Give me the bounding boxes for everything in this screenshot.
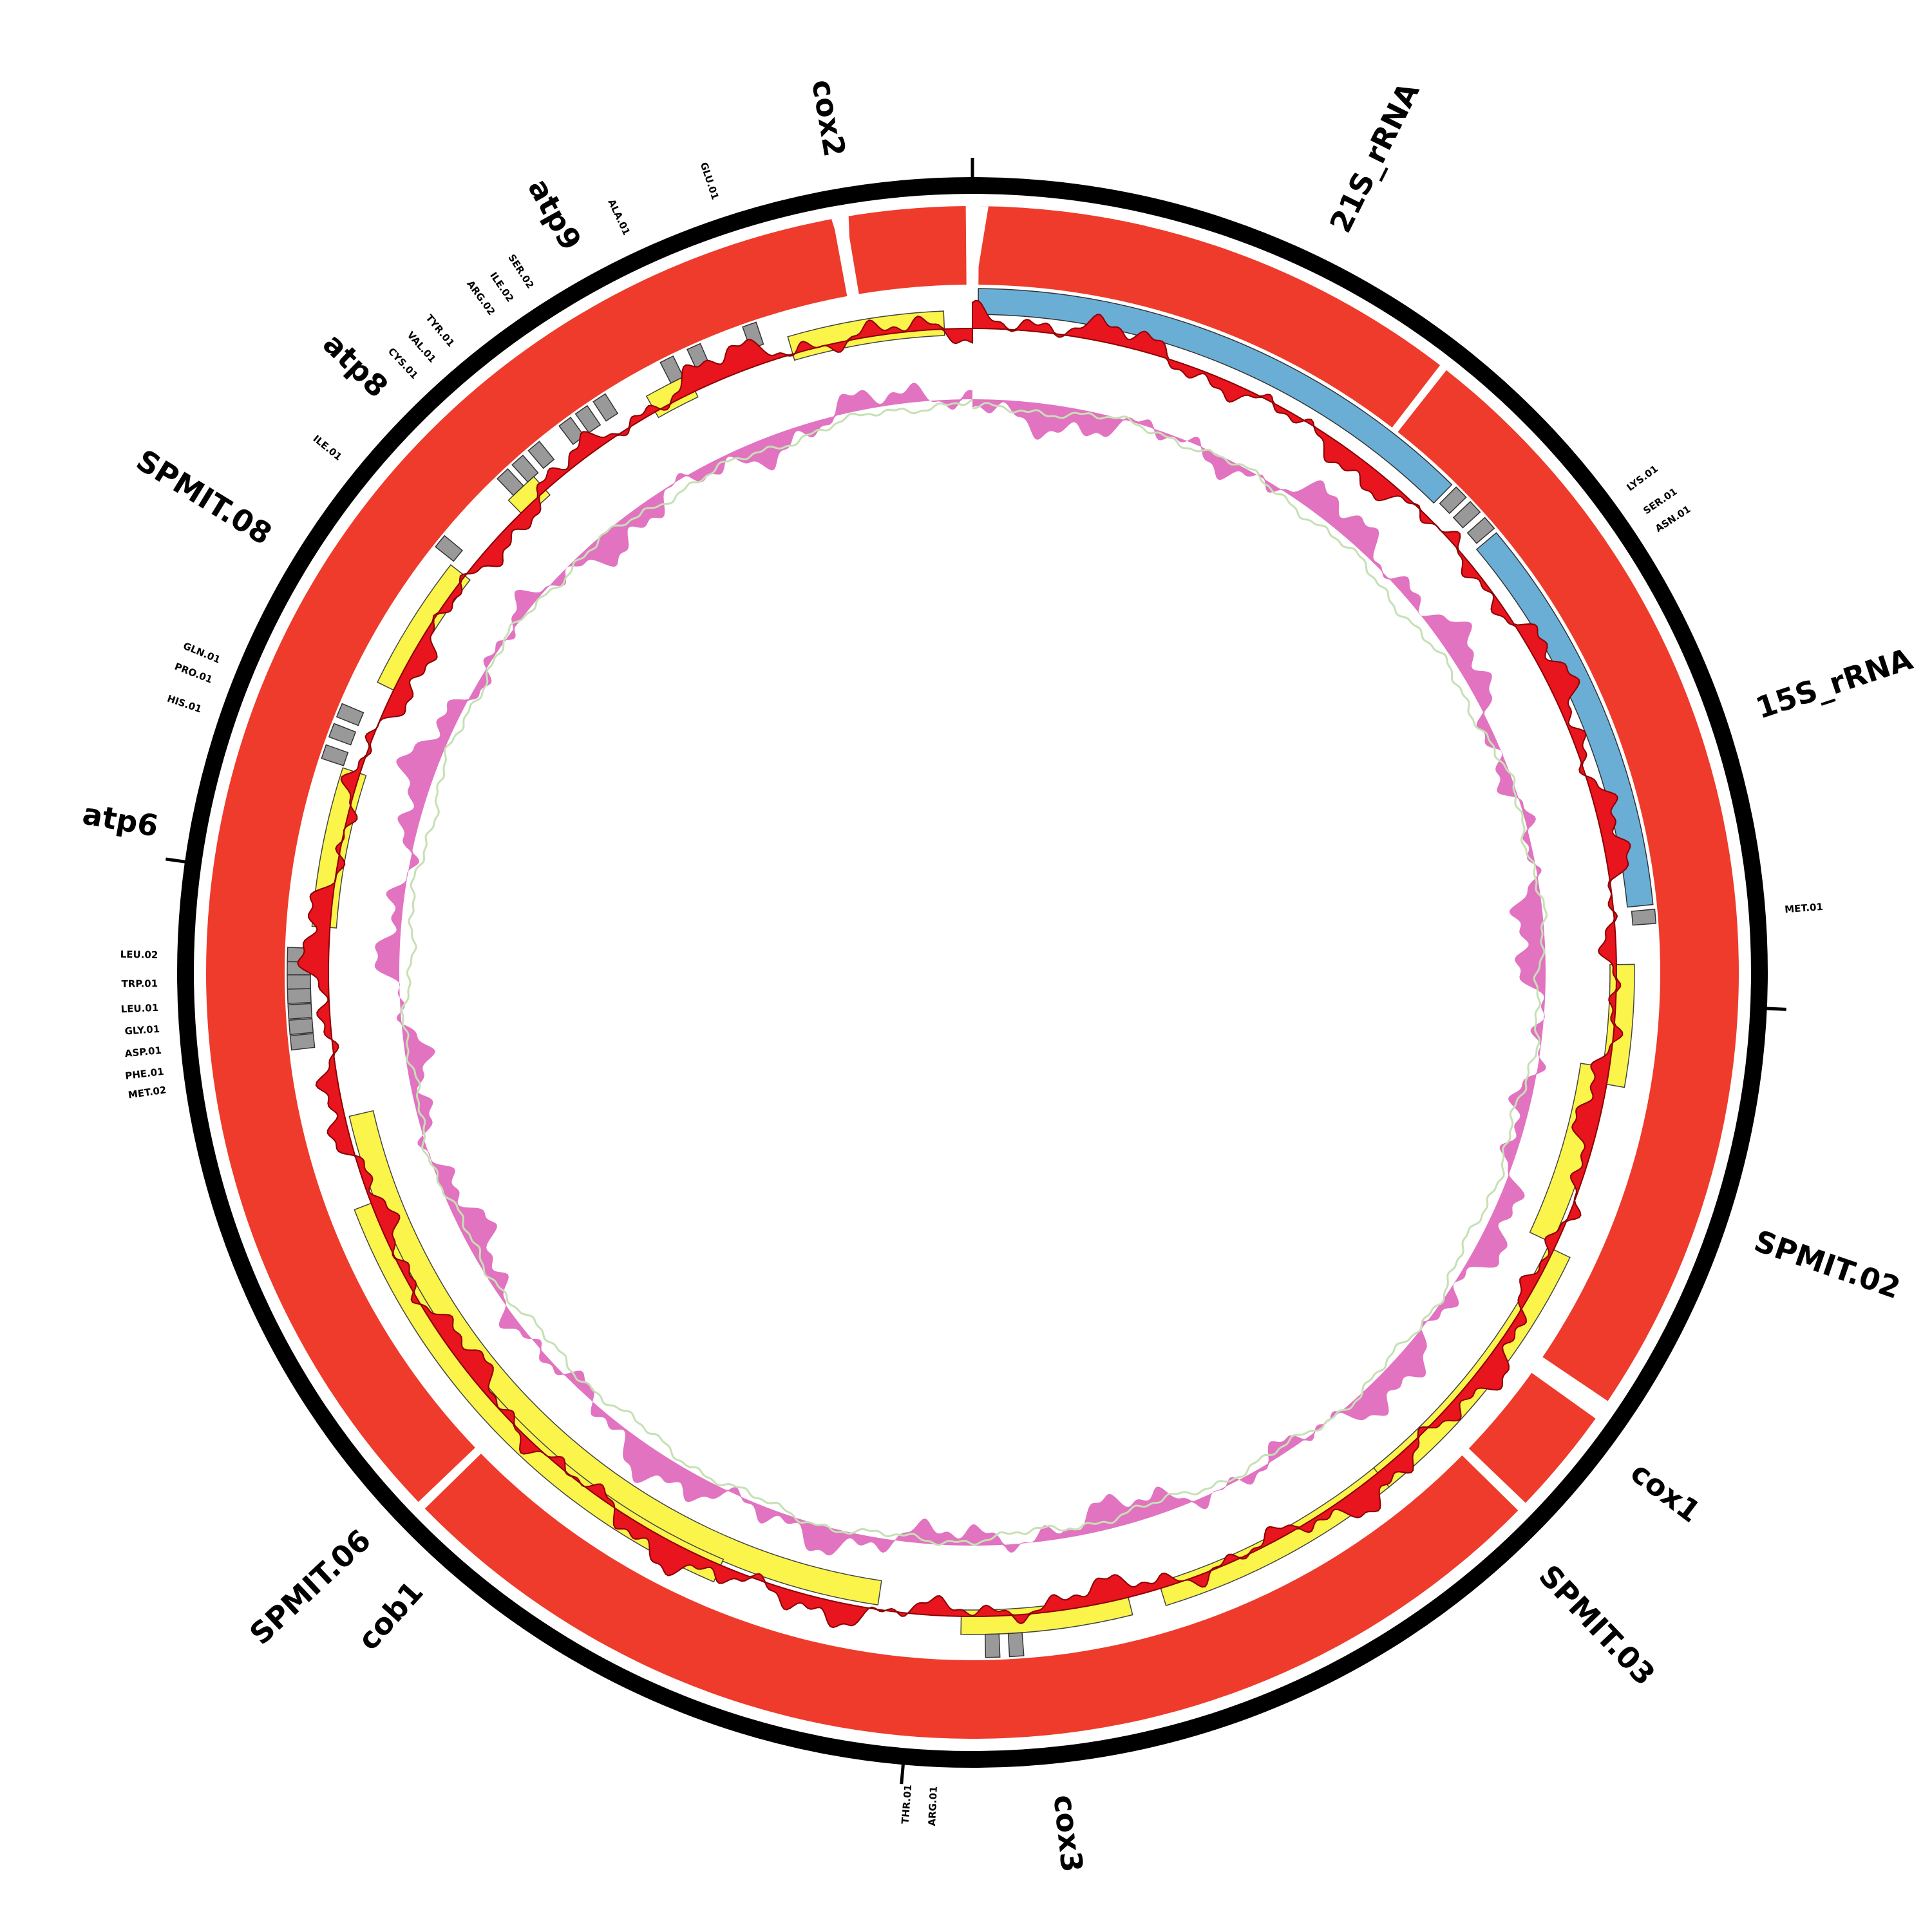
tracks <box>165 158 1786 1785</box>
trna-label: ASP.01 <box>124 1045 162 1059</box>
scale-tick <box>1758 1006 1786 1011</box>
coverage-notch <box>968 206 989 271</box>
coverage-ring <box>978 206 1441 428</box>
trna-box <box>1466 516 1495 544</box>
gene-label: SPMIT.03 <box>1532 1558 1662 1692</box>
trna-box <box>1631 908 1657 926</box>
trna-label: GLY.01 <box>124 1023 160 1037</box>
gc-skew <box>401 399 1548 1546</box>
trna-label: LEU.02 <box>120 949 158 961</box>
trna-label: MET.01 <box>1785 901 1824 916</box>
trna-box <box>592 393 619 422</box>
scale-tick <box>900 1756 905 1785</box>
trna-label: ILE.01 <box>311 433 345 463</box>
trna-label: ALA.01 <box>605 197 632 237</box>
trna-box <box>659 355 684 384</box>
coverage-ring <box>205 218 848 1502</box>
trna-box <box>1439 486 1467 515</box>
trna-box <box>287 974 312 990</box>
trna-label: ARG.01 <box>926 1786 940 1826</box>
trna-label: ILE.02 <box>488 270 516 304</box>
coverage-ring <box>846 206 967 294</box>
coverage-notch <box>831 216 851 281</box>
trna-label: ARG.02 <box>464 278 497 317</box>
gene-label: 21S_rRNA <box>1323 77 1426 238</box>
trna-box <box>435 535 463 562</box>
gene-label: SPMIT.08 <box>131 442 278 551</box>
gene-label: atp8 <box>316 327 395 404</box>
trna-box <box>328 723 357 746</box>
gene-label: atp6 <box>80 796 161 844</box>
gene-label: SPMIT.02 <box>1750 1224 1904 1306</box>
trna-box <box>497 468 524 497</box>
coverage-ring <box>424 1454 1519 1739</box>
gene-label: cox3 <box>1046 1793 1090 1874</box>
trna-box <box>527 440 555 469</box>
rrna-box <box>978 288 1453 504</box>
gene-label: cob1 <box>351 1575 430 1657</box>
trna-label: TRP.01 <box>121 978 158 990</box>
labels: cox2 21S_rRNA 15S_rRNA SPMIT.02 cox1 SPMIT.03… <box>80 77 1917 1874</box>
trna-box <box>289 1033 316 1051</box>
trna-label: GLU.01 <box>698 161 721 202</box>
trna-label: MET.02 <box>128 1084 167 1101</box>
trna-label: THR.01 <box>899 1784 914 1824</box>
trna-box <box>984 1633 1001 1658</box>
scale-tick <box>165 857 194 865</box>
trna-label: PHE.01 <box>124 1066 164 1082</box>
trna-box <box>511 454 539 483</box>
gene-label: cox1 <box>1624 1455 1707 1530</box>
trna-box <box>287 988 312 1005</box>
trna-box <box>321 744 349 766</box>
trna-label: LYS.01 <box>1625 463 1660 493</box>
trna-label: HIS.01 <box>166 692 203 715</box>
trna-label: VAL.01 <box>404 329 438 365</box>
trna-box <box>1007 1632 1025 1658</box>
trna-box <box>288 1018 314 1036</box>
trna-label: GLN.01 <box>182 640 222 666</box>
gene-label: 15S_rRNA <box>1752 641 1917 726</box>
trna-box <box>336 703 365 726</box>
coverage-ring <box>1397 370 1739 1401</box>
trna-box <box>574 404 601 434</box>
trna-box <box>287 1003 313 1020</box>
gene-label: atp9 <box>521 173 588 256</box>
trna-box <box>1452 500 1481 529</box>
gene-label: cox2 <box>805 77 853 159</box>
trna-label: TYR.01 <box>423 312 457 349</box>
trna-label: PRO.01 <box>173 661 214 686</box>
coverage-signal <box>297 299 1631 1629</box>
coverage-ring <box>1468 1372 1596 1503</box>
trna-label: LEU.01 <box>120 1002 158 1016</box>
trna-label: SER.02 <box>506 252 536 291</box>
